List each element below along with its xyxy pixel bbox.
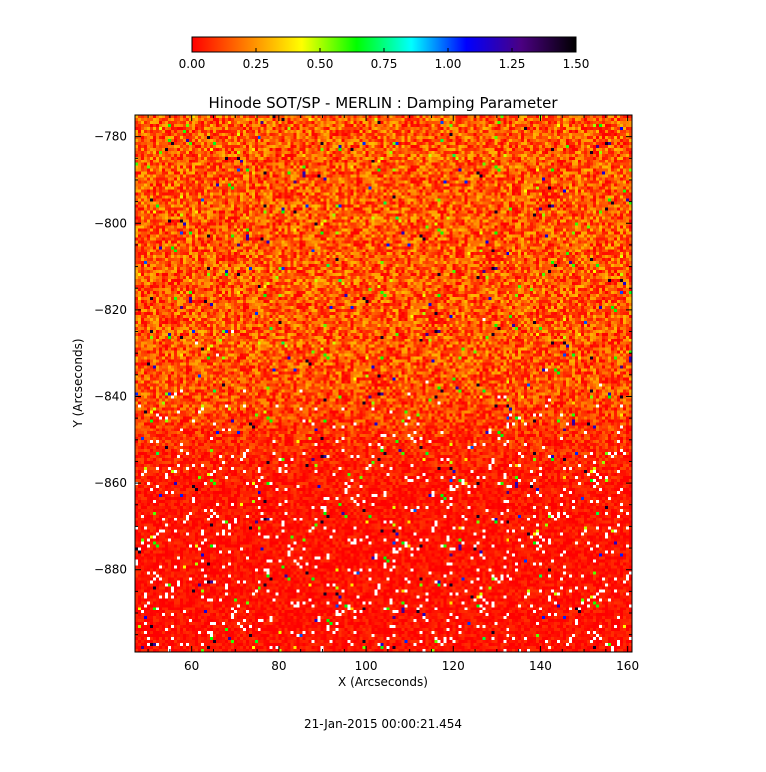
x-axis-label: X (Arcseconds)	[338, 675, 428, 689]
colorbar-fill	[192, 37, 576, 52]
heatmap	[135, 115, 632, 652]
colorbar-tick-label: 0.00	[179, 57, 206, 71]
colorbar-tick-label: 0.25	[243, 57, 270, 71]
y-tick-label: −820	[94, 303, 127, 317]
x-tick-label: 80	[271, 659, 286, 673]
x-tick-label: 160	[616, 659, 639, 673]
x-tick-label: 140	[529, 659, 552, 673]
y-axis: −780 −800 −820 −840 −860 −880	[94, 114, 632, 636]
x-tick-label: 120	[442, 659, 465, 673]
x-axis: 60 80 100 120 140 160	[147, 115, 639, 673]
colorbar-tick-label: 1.00	[435, 57, 462, 71]
plot-frame	[134, 114, 633, 653]
x-tick-label: 100	[355, 659, 378, 673]
colorbar-tick-label: 0.50	[307, 57, 334, 71]
colorbar-tick-label: 0.75	[371, 57, 398, 71]
y-axis-label: Y (Arcseconds)	[71, 338, 85, 428]
x-tick-label: 60	[184, 659, 199, 673]
y-tick-label: −880	[94, 563, 127, 577]
chart-title: Hinode SOT/SP - MERLIN : Damping Paramet…	[208, 94, 558, 112]
y-tick-label: −800	[94, 216, 127, 230]
y-tick-label: −860	[94, 476, 127, 490]
colorbar-tick-label: 1.25	[499, 57, 526, 71]
colorbar-tick-label: 1.50	[563, 57, 590, 71]
heatmap-image	[135, 115, 632, 652]
timestamp: 21-Jan-2015 00:00:21.454	[304, 717, 462, 731]
y-tick-label: −840	[94, 389, 127, 403]
y-tick-label: −780	[94, 130, 127, 144]
colorbar: 0.00 0.25 0.50 0.75 1.00 1.25 1.50	[179, 36, 590, 71]
colorbar-ticks: 0.00 0.25 0.50 0.75 1.00 1.25 1.50	[179, 48, 590, 71]
